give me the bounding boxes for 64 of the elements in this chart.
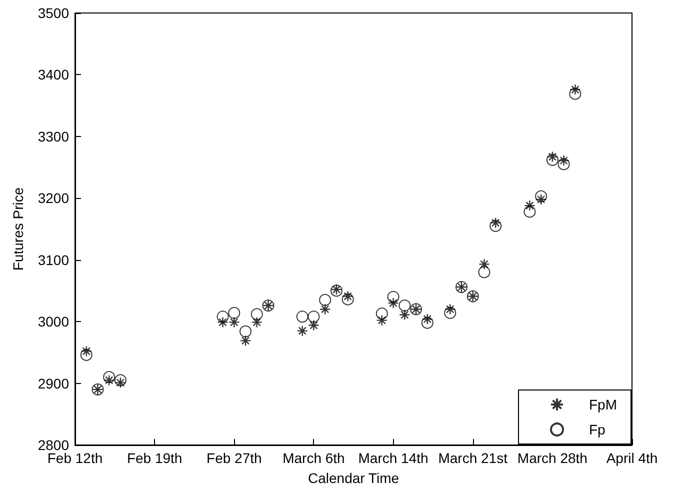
point <box>228 306 240 319</box>
y-tick-label: 3500 <box>38 5 70 21</box>
point <box>104 374 115 386</box>
point <box>569 88 582 100</box>
point <box>524 200 536 212</box>
point <box>535 190 548 202</box>
point <box>240 325 252 338</box>
x-tick-label: March 6th <box>282 450 345 466</box>
point <box>398 300 411 312</box>
point <box>308 310 320 323</box>
point <box>422 314 433 325</box>
y-tick-label: 3400 <box>38 66 70 83</box>
point <box>80 346 92 357</box>
x-axis-title: Calendar Time <box>308 470 400 486</box>
y-tick-label: 2800 <box>38 437 70 453</box>
point <box>319 304 331 315</box>
point <box>444 304 456 315</box>
x-tick-label: Feb 27th <box>206 450 262 466</box>
point <box>228 316 240 328</box>
point <box>546 154 558 166</box>
point <box>421 316 434 329</box>
point <box>376 308 388 320</box>
y-tick-label: 3300 <box>38 128 70 144</box>
point <box>444 306 456 319</box>
point <box>296 310 308 323</box>
point <box>114 374 126 386</box>
x-tick-label: Feb 19th <box>126 450 182 466</box>
x-tick-label: March 28th <box>517 450 588 466</box>
point <box>376 314 388 326</box>
point <box>478 258 490 270</box>
point <box>558 158 570 170</box>
point <box>251 316 262 328</box>
point <box>342 293 354 306</box>
point <box>490 217 502 228</box>
point <box>478 266 490 278</box>
point <box>388 297 399 309</box>
x-tick-label: Feb 12th <box>47 450 103 466</box>
point <box>80 348 92 361</box>
point <box>319 294 332 306</box>
point <box>342 290 354 302</box>
point <box>570 84 581 96</box>
point <box>535 194 547 205</box>
y-tick-label: 3200 <box>38 190 70 206</box>
legend-label: Fp <box>589 422 606 438</box>
point <box>399 309 410 320</box>
point <box>240 335 252 346</box>
point <box>387 290 400 303</box>
point <box>114 377 126 388</box>
legend-label: FpM <box>589 396 617 412</box>
point <box>546 151 558 162</box>
y-tick-label: 2900 <box>38 375 70 392</box>
y-axis-title: Futures Price <box>10 187 26 271</box>
point <box>308 320 320 331</box>
y-tick-label: 3100 <box>38 252 70 268</box>
point <box>103 371 116 384</box>
point <box>296 325 308 336</box>
point <box>250 308 263 320</box>
point <box>524 206 536 218</box>
point <box>558 154 570 166</box>
x-tick-label: March 14th <box>358 450 428 466</box>
y-tick-label: 3000 <box>38 314 70 330</box>
point <box>490 220 502 232</box>
x-tick-label: April 4th <box>606 450 658 466</box>
x-tick-label: March 21st <box>438 450 508 466</box>
